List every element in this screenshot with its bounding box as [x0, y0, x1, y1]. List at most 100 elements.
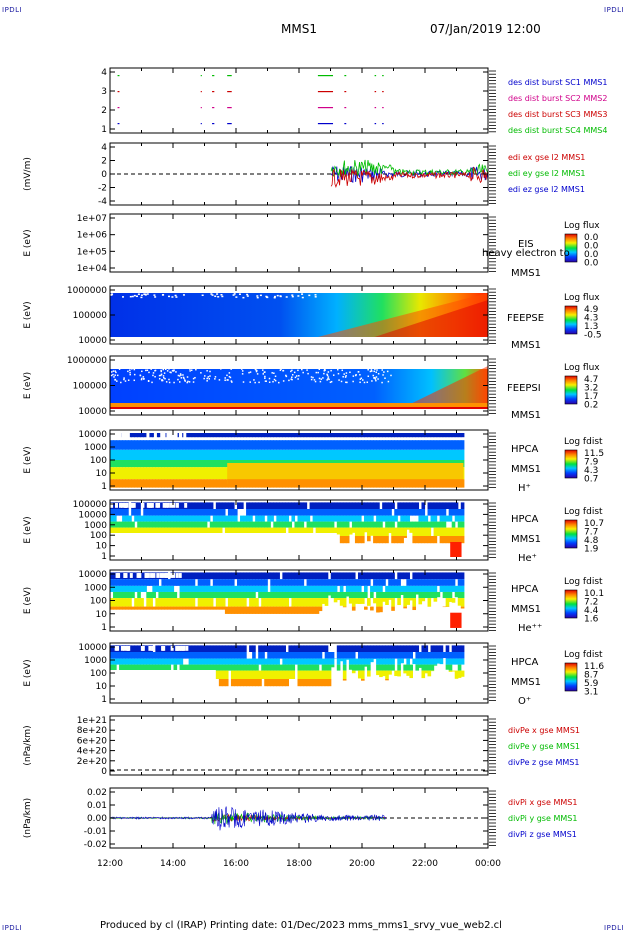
feepsi-gap [158, 378, 161, 380]
hpca-cell [143, 585, 147, 592]
hpca-cell [116, 658, 120, 665]
feepsi-gap [114, 374, 116, 376]
hpca-cell [460, 645, 465, 652]
feepsi-gap [272, 380, 274, 383]
hpca-cell [264, 572, 268, 580]
feepsi-gap [256, 373, 259, 375]
hpca-cell [203, 521, 208, 528]
hpca-cell [167, 440, 172, 450]
feepse-gap [140, 296, 143, 299]
hpca-cell [339, 509, 344, 516]
hpca-cell [312, 652, 317, 659]
hpca-cell [119, 598, 123, 607]
feepsi-gap [310, 378, 313, 381]
colorbar-tick-hpca_hepp: 7.2 [584, 598, 598, 608]
hpca-cell [218, 527, 223, 533]
hpca-cell [197, 606, 202, 610]
hpca-cell [345, 449, 350, 460]
hpca-cell [158, 460, 163, 468]
hpca-cell [246, 664, 250, 671]
hpca-cell [288, 433, 293, 438]
hpca-cell [412, 598, 417, 607]
hpca-cell [264, 449, 268, 460]
legend-entry-burst: des dist burst SC1 MMS1 [508, 78, 607, 87]
hpca-cell [137, 449, 141, 460]
hpca-gap [169, 573, 173, 578]
feepse-gap [266, 296, 269, 299]
hpca-cell [170, 467, 175, 480]
hpca-cell [294, 591, 299, 599]
hpca-cell [258, 579, 262, 586]
feepsi-gap [129, 373, 131, 376]
hpca-cell [294, 645, 299, 652]
hpca-cell [315, 585, 320, 592]
hpca-gap [129, 573, 133, 578]
hpca-cell [373, 585, 377, 592]
hpca-cell [128, 585, 132, 592]
hpca-cell [282, 440, 286, 450]
hpca-cell [391, 536, 395, 544]
hpca-cell [237, 433, 241, 438]
colorbar-tick-eis: 0.0 [584, 250, 599, 260]
hpca-cell [412, 572, 417, 580]
hpca-cell [173, 460, 178, 468]
feepsi-gap [255, 370, 258, 373]
hpca-cell [460, 536, 465, 544]
hpca-cell [206, 509, 211, 516]
hpca-cell [433, 502, 438, 509]
hpca-cell [294, 449, 299, 460]
hpca-cell [206, 606, 211, 610]
feepsi-gap [323, 372, 325, 375]
feepsi-gap [373, 370, 375, 373]
hpca-cell [430, 449, 435, 460]
feepse-gap [216, 293, 219, 295]
hpca-cell [243, 585, 247, 592]
hpca-cell [116, 479, 120, 488]
hpca-cell [179, 658, 184, 665]
hpca-cell [197, 572, 202, 580]
hpca-cell [167, 585, 172, 592]
feepsi-gap [263, 371, 266, 373]
hpca-cell [360, 527, 365, 536]
colorbar-tick-hpca_hepp: 4.4 [584, 606, 599, 616]
feepse-gap [291, 295, 294, 298]
ytick-label-divpe: 1e+21 [77, 716, 107, 726]
hpca-cell [143, 652, 147, 659]
hpca-cell [427, 598, 432, 607]
hpca-cell [357, 449, 362, 460]
hpca-cell [430, 645, 435, 652]
hpca-cell [191, 515, 196, 522]
hpca-cell [224, 440, 229, 450]
hpca-cell [282, 679, 286, 687]
hpca-cell [146, 664, 150, 670]
hpca-cell [315, 515, 320, 522]
colorbar-tick-feepse: 4.3 [584, 314, 598, 324]
hpca-cell [321, 433, 326, 438]
hpca-cell [173, 440, 178, 450]
hpca-cell [348, 515, 353, 522]
hpca-cell [113, 509, 117, 516]
hpca-cell [255, 515, 259, 522]
hpca-cell [194, 572, 199, 580]
hpca-cell [427, 652, 432, 659]
hpca-cell [345, 502, 350, 509]
hpca-cell [137, 502, 141, 509]
hpca-cell [388, 670, 392, 675]
hpca-cell [137, 440, 141, 450]
hpca-cell [315, 679, 320, 687]
feepsi-gap [220, 368, 222, 370]
hpca-cell [439, 509, 444, 516]
hpca-cell [379, 527, 383, 536]
hpca-cell [122, 585, 126, 592]
feepsi-gap [203, 377, 205, 380]
colorbar-title-hpca_o: Log fdist [564, 650, 603, 660]
hpca-cell [379, 449, 383, 460]
hpca-cell [321, 579, 326, 586]
hpca-cell [385, 679, 389, 681]
ytick-label-hpca_he: 1000 [84, 521, 107, 531]
hpca-cell [194, 449, 199, 460]
feepsi-gap [320, 378, 323, 380]
feepsi-gap [345, 372, 348, 374]
hpca-cell [240, 502, 244, 509]
hpca-gap [144, 573, 148, 578]
